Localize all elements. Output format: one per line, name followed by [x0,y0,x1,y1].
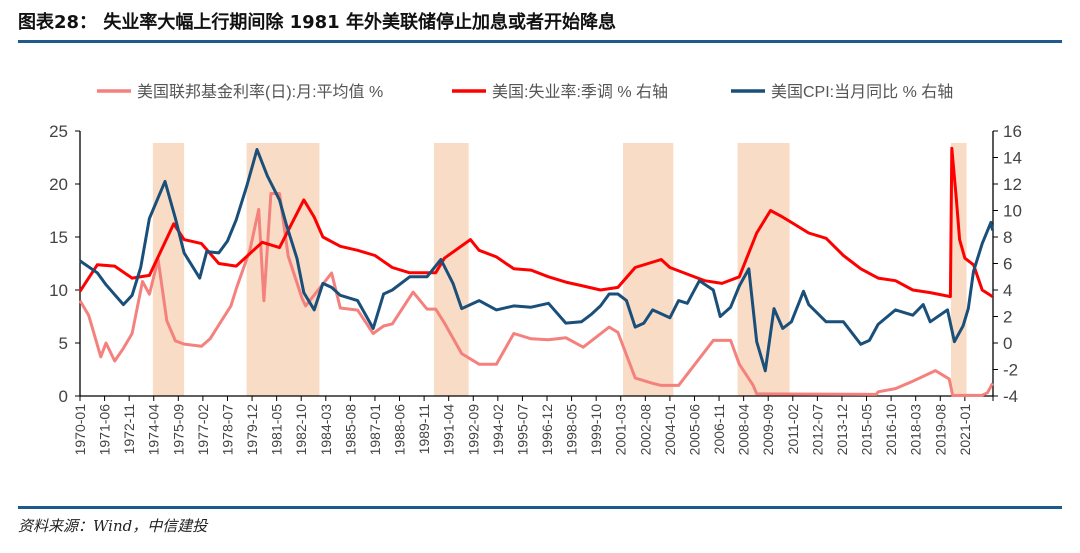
x-axis-tick-label: 1996-12 [539,404,555,456]
left-axis-tick-label: 5 [59,334,68,353]
x-axis-tick-label: 1989-11 [416,404,432,455]
x-axis-tick-label: 1991-04 [441,404,457,456]
x-axis-tick-label: 1979-12 [244,404,260,456]
left-axis-tick-label: 20 [49,175,68,194]
x-axis-tick-label: 1970-01 [72,404,88,456]
x-axis-tick-label: 2008-04 [736,404,752,456]
shaded-period [152,143,185,396]
x-axis-tick-label: 1978-07 [219,404,235,456]
x-axis-tick-label: 1985-08 [342,404,358,456]
right-axis-tick-label: -4 [1003,387,1018,406]
x-axis-tick-label: 1977-02 [195,404,211,456]
x-axis-tick-label: 2006-11 [711,404,727,455]
left-axis-tick-label: 10 [49,281,68,300]
figure-title: 图表28： 失业率大幅上行期间除 1981 年外美联储停止加息或者开始降息 [18,12,616,33]
x-axis-tick-label: 1999-10 [588,404,604,456]
shaded-period [246,143,320,396]
x-axis-tick-label: 1992-09 [465,404,481,456]
x-axis-tick-label: 1984-03 [318,404,334,456]
right-axis-tick-label: 4 [1003,281,1012,300]
x-axis-tick-label: 2015-05 [859,404,875,456]
right-axis-tick-label: 10 [1003,202,1022,221]
right-axis-tick-label: 6 [1003,255,1012,274]
legend-label: 美国:失业率:季调 % 右轴 [492,83,668,101]
x-axis-tick-label: 1971-06 [97,404,113,456]
right-axis-tick-label: 16 [1003,122,1022,141]
x-axis-tick-label: 2021-01 [957,404,973,456]
left-axis-tick-label: 0 [59,387,68,406]
x-axis-tick-label: 1994-02 [490,404,506,456]
right-axis-tick-label: 0 [1003,334,1012,353]
x-axis-tick-label: 2016-10 [883,404,899,456]
x-axis-tick-label: 2005-06 [686,404,702,456]
shaded-period [623,143,674,396]
x-axis-tick-label: 2018-03 [908,404,924,456]
shaded-period [950,143,967,396]
right-axis-tick-label: -2 [1003,361,1018,380]
x-axis-tick-label: 1995-07 [514,404,530,456]
x-axis-tick-label: 2012-07 [809,404,825,456]
x-axis-tick-label: 2001-03 [613,404,629,456]
right-axis-tick-label: 12 [1003,175,1022,194]
x-axis-tick-label: 1972-11 [121,404,137,455]
shaded-period [737,143,790,396]
legend-label: 美国CPI:当月同比 % 右轴 [771,83,953,101]
x-axis-tick-label: 1982-10 [293,404,309,456]
legend-label: 美国联邦基金利率(日):月:平均值 % [137,83,383,101]
footer-rule [18,506,1062,509]
x-axis-tick-label: 2011-02 [785,404,801,455]
title-rule [18,40,1062,43]
x-axis-tick-label: 2019-08 [932,404,948,456]
source-note: 资料来源：Wind，中信建投 [18,517,208,535]
x-axis-tick-label: 1975-09 [170,404,186,456]
series-line-3 [79,148,995,373]
x-axis-tick-label: 2004-01 [662,404,678,456]
left-axis-tick-label: 25 [49,122,68,141]
right-axis-tick-label: 8 [1003,228,1012,247]
x-axis-tick-label: 2009-09 [760,404,776,456]
x-axis-tick-label: 1974-04 [146,404,162,456]
right-axis-tick-label: 2 [1003,308,1012,327]
series-line-1 [78,192,994,397]
x-axis-tick-label: 2002-08 [637,404,653,456]
x-axis-tick-label: 1987-01 [367,404,383,456]
x-axis-tick-label: 2013-12 [834,404,850,456]
x-axis-tick-label: 1998-05 [564,404,580,456]
series-line-2 [78,146,994,299]
x-axis-tick-label: 1981-05 [269,404,285,456]
right-axis-tick-label: 14 [1003,149,1022,168]
left-axis-tick-label: 15 [49,228,68,247]
x-axis-tick-label: 1988-06 [392,404,408,456]
